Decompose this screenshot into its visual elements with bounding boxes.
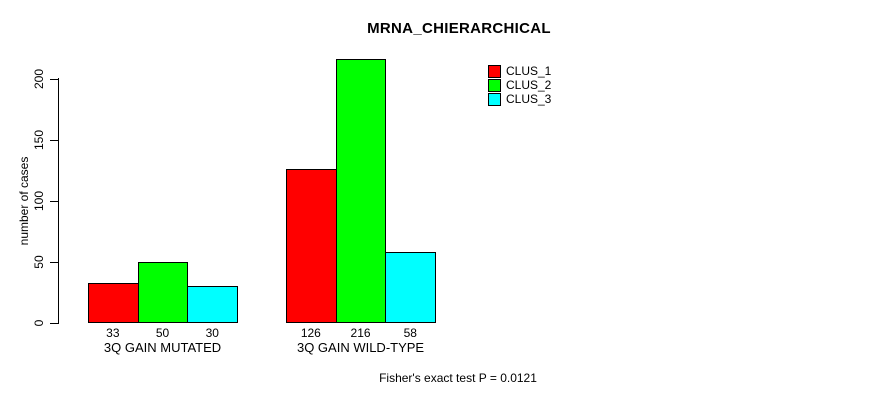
bar-value-label: 58	[403, 326, 417, 340]
category-label-1: 3Q GAIN WILD-TYPE	[296, 340, 425, 355]
legend: CLUS_1 CLUS_2 CLUS_3	[488, 64, 551, 106]
category-label-0: 3Q GAIN MUTATED	[103, 340, 222, 355]
legend-swatch	[488, 64, 501, 78]
legend-item: CLUS_3	[488, 92, 551, 106]
legend-swatch	[488, 92, 501, 106]
bar-clus_3-0	[187, 286, 239, 323]
bar-value-label: 50	[155, 326, 170, 340]
y-tick-mark	[50, 78, 58, 80]
y-tick-label: 100	[32, 190, 46, 212]
bar-clus_3-1	[385, 252, 437, 323]
y-tick-label: 50	[32, 255, 46, 269]
legend-item: CLUS_2	[488, 78, 551, 92]
legend-label: CLUS_2	[506, 78, 552, 92]
y-tick-mark	[50, 139, 58, 141]
y-tick-label: 150	[32, 129, 46, 151]
bar-value-label: 216	[350, 326, 371, 340]
legend-swatch	[488, 78, 501, 92]
y-tick-label: 0	[32, 319, 46, 327]
bar-clus_1-1	[286, 169, 337, 323]
y-tick-label: 200	[32, 68, 46, 90]
fisher-test-annotation: Fisher's exact test P = 0.0121	[379, 371, 537, 385]
legend-item: CLUS_1	[488, 64, 551, 78]
legend-label: CLUS_1	[506, 64, 552, 78]
bar-clus_2-0	[137, 262, 189, 323]
bar-value-label: 126	[300, 326, 321, 340]
legend-label: CLUS_3	[506, 92, 552, 106]
bar-clus_2-1	[335, 59, 387, 323]
bar-value-label: 30	[205, 326, 219, 340]
bar-value-label: 33	[106, 326, 120, 340]
y-axis-line	[58, 78, 59, 324]
y-axis-label: number of cases	[17, 156, 31, 246]
chart-title: MRNA_CHIERARCHICAL	[367, 20, 551, 37]
bar-clus_1-0	[88, 282, 139, 323]
y-tick-mark	[50, 322, 58, 324]
y-tick-mark	[50, 261, 58, 263]
y-tick-mark	[50, 200, 58, 202]
